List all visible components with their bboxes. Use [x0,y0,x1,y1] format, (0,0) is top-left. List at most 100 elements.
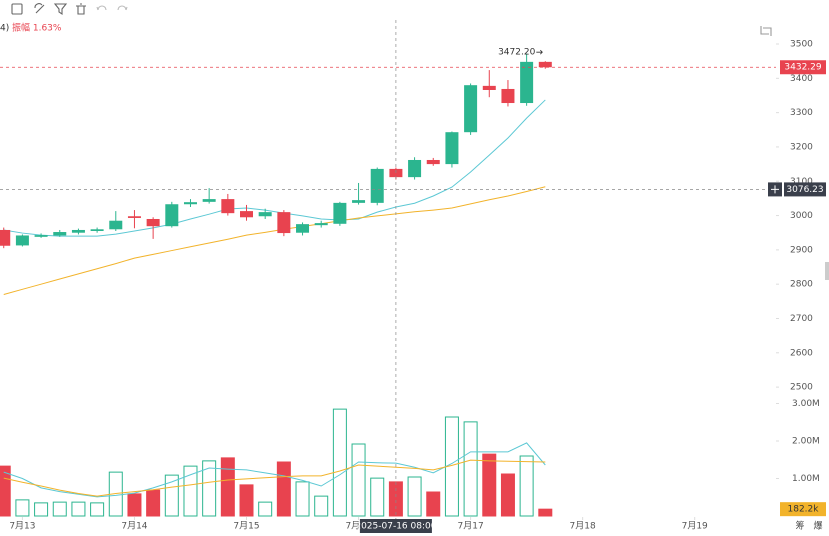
x-tick-label: 7月16 [345,521,371,532]
tool-undo[interactable] [96,5,107,11]
candle-body [538,61,552,68]
volume-bar [500,473,515,517]
y-tick-label: 3500 [790,40,813,50]
y-tick-label: 3200 [790,142,813,152]
x-tick-label: 7月17 [458,521,484,532]
toolbar [11,3,772,36]
volume-bar [52,501,67,517]
candle-body [370,168,384,203]
volume-bar [90,502,105,517]
volume-bar [239,484,254,517]
volume-bar [146,489,161,517]
crosshair-plus [771,185,779,194]
candle-body [352,200,366,203]
candle-body [221,199,235,214]
candle-body [445,132,459,165]
y-tick-label: 2700 [790,314,813,324]
price-ma-line [3,99,546,237]
x-tick-label: 7月18 [570,521,596,532]
candle-body [296,224,310,233]
volume-bar [295,481,310,517]
volume-bar [370,477,385,517]
candle-body [202,199,216,202]
tool-filter[interactable] [53,3,68,16]
volume-bar [314,495,329,517]
candle-body [34,235,48,237]
candle-body [109,220,123,230]
volume-tick-label: 3.00M [792,399,820,409]
crosshair-y-label: 3076.23 [786,185,823,195]
y-tick-label: 2500 [790,383,813,393]
volume-ma-line [3,459,546,497]
volume-bar [388,481,403,517]
crosshair-y-box [784,182,826,197]
candle-body [501,88,515,104]
candle-body [426,159,440,165]
header-left: 4) [0,24,9,34]
candle-body [240,211,254,218]
price-ma-line [3,186,546,295]
candle-body [258,212,272,217]
volume-bar [127,493,142,517]
y-tick-label: 3000 [790,211,813,221]
y-tick-label: 3100 [790,177,813,187]
volume-bar [15,499,30,517]
crosshair-x-box [359,519,432,533]
last-price-label: 3432.29 [784,63,821,73]
volume-bar [34,502,49,517]
volume-bar [519,455,534,517]
y-tick-label: 2600 [790,348,813,358]
x-tick-label: 7月15 [233,521,259,532]
volume-bar [463,421,478,517]
volume-ma-line [3,442,546,498]
amplitude: 振幅 1.63% [12,22,62,34]
candle-body [146,218,160,227]
volume-bar [258,501,273,517]
candle-body [408,159,422,178]
candle-body [90,229,104,232]
candle-body [53,232,67,236]
volume-bar [202,460,217,517]
volume-bar [407,476,422,517]
candle-body [520,61,534,104]
candle-body [71,229,85,233]
side-tab[interactable] [825,262,829,280]
candle-body [127,216,141,218]
x-tick-label: 7月14 [121,521,147,532]
candle-body [464,85,478,133]
candle-body [482,85,496,90]
tool-redo[interactable] [117,5,128,11]
tool-delete[interactable] [76,3,86,15]
crosshair-x-label: 2025-07-16 08:00 [355,522,436,532]
y-tick-label: 3300 [790,108,813,118]
high-label: 3472.20 [498,48,535,58]
side-label: 爆 [813,520,822,532]
volume-label-box [780,502,826,517]
volume-bar [351,443,366,517]
volume-bar [71,501,86,517]
volume-tick-label: 2.00M [792,437,820,447]
volume-bar [332,408,347,517]
volume-tick-label: 1.00M [792,474,820,484]
candle-body [165,204,179,227]
volume-bar [482,453,497,517]
volume-bar [164,474,179,517]
candle-body [389,168,403,178]
candle-body [15,235,29,246]
candle-body [0,229,11,246]
side-label: 筹 [795,520,804,532]
tool-draw[interactable] [34,3,45,14]
x-tick-label: 7月13 [9,521,35,532]
volume-value-label: 182.2k [788,505,820,515]
candle-body [183,202,197,205]
x-tick-label: 7月19 [682,521,708,532]
tool-edit[interactable] [11,3,23,15]
volume-bar [183,465,198,517]
fullscreen-icon[interactable] [760,26,772,36]
high-arrow [536,49,543,55]
y-tick-label: 3400 [790,74,813,84]
candle-body [333,202,347,224]
last-price-box [780,60,826,75]
candle-body [314,223,328,226]
